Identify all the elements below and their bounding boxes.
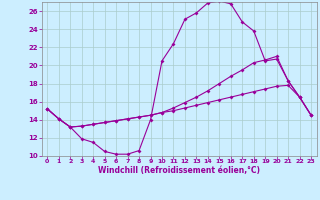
X-axis label: Windchill (Refroidissement éolien,°C): Windchill (Refroidissement éolien,°C) (98, 166, 260, 175)
